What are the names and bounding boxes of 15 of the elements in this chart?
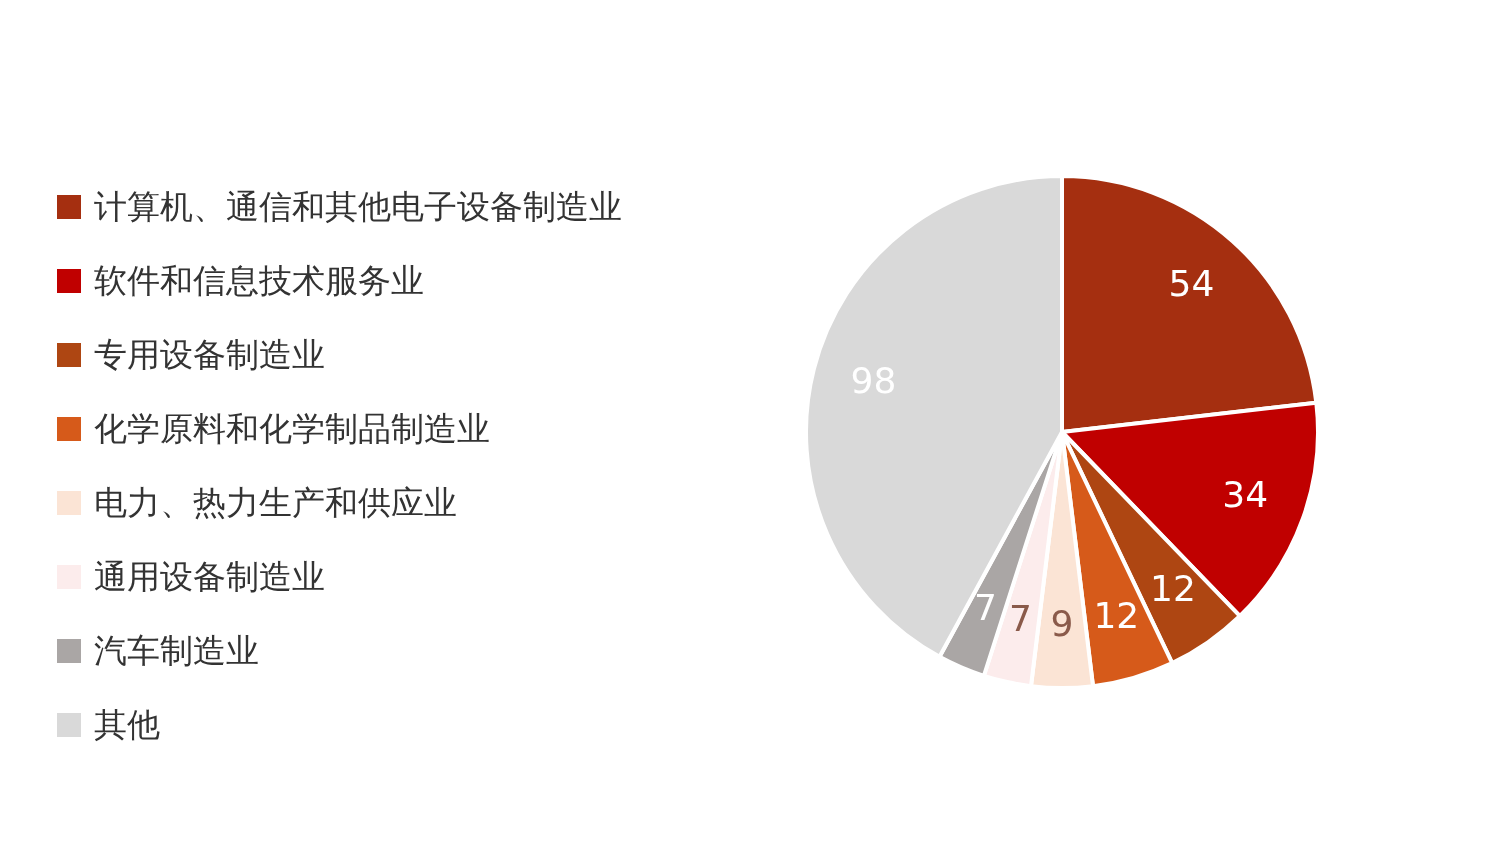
data-label: 12 <box>1093 595 1140 637</box>
legend-label: 电力、热力生产和供应业 <box>94 481 457 524</box>
data-label: 54 <box>1168 263 1215 305</box>
data-label: 7 <box>1008 598 1032 640</box>
legend-label: 其他 <box>94 703 160 746</box>
legend-label: 计算机、通信和其他电子设备制造业 <box>94 185 622 228</box>
legend-label: 汽车制造业 <box>94 629 259 672</box>
data-label: 34 <box>1222 473 1269 515</box>
legend-label: 专用设备制造业 <box>94 333 325 376</box>
legend-label: 通用设备制造业 <box>94 555 325 598</box>
legend-label: 软件和信息技术服务业 <box>94 259 424 302</box>
data-label: 12 <box>1150 568 1196 610</box>
legend-label: 化学原料和化学制品制造业 <box>94 407 490 450</box>
data-label: 7 <box>973 587 997 629</box>
data-label: 9 <box>1050 602 1074 644</box>
